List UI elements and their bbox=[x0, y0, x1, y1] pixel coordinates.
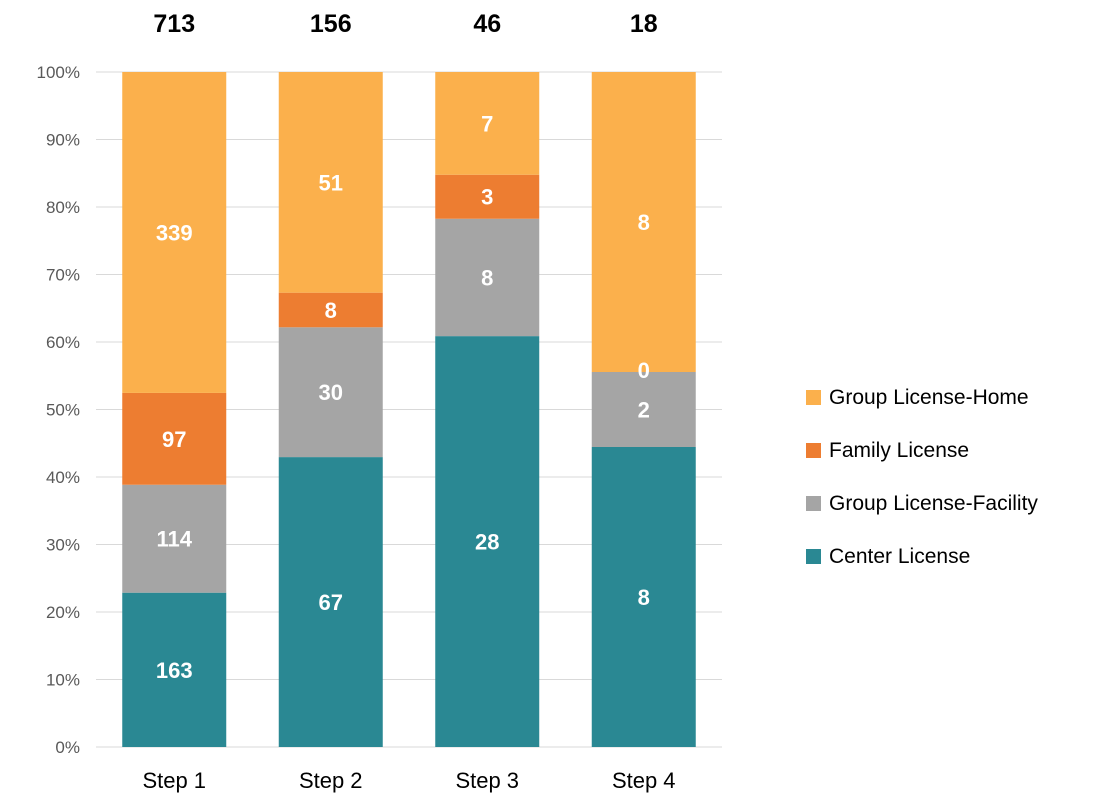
bar-segment bbox=[278, 327, 383, 458]
y-tick-label: 40% bbox=[46, 468, 80, 487]
bar-segment bbox=[591, 72, 696, 372]
bar-segment bbox=[122, 592, 227, 747]
data-label: 0 bbox=[638, 358, 650, 383]
legend-swatch bbox=[806, 443, 821, 458]
y-tick-label: 90% bbox=[46, 131, 80, 150]
data-label: 3 bbox=[481, 185, 493, 210]
bar-segment bbox=[435, 72, 540, 175]
y-tick-label: 70% bbox=[46, 266, 80, 285]
legend-swatch bbox=[806, 496, 821, 511]
data-label: 28 bbox=[475, 530, 499, 555]
data-label: 114 bbox=[157, 527, 193, 552]
data-label: 8 bbox=[481, 265, 493, 290]
total-label: 713 bbox=[153, 10, 195, 38]
data-label: 8 bbox=[638, 210, 650, 235]
data-label: 339 bbox=[156, 220, 193, 245]
bar-segment bbox=[278, 72, 383, 293]
data-label: 51 bbox=[319, 170, 343, 195]
legend-label: Center License bbox=[829, 545, 970, 568]
bar-segment bbox=[278, 292, 383, 328]
bar-segment bbox=[122, 392, 227, 485]
data-label: 2 bbox=[638, 398, 650, 423]
y-tick-label: 20% bbox=[46, 603, 80, 622]
legend-label: Family License bbox=[829, 439, 969, 462]
bars bbox=[122, 72, 696, 747]
data-label: 30 bbox=[319, 380, 343, 405]
data-label: 67 bbox=[319, 590, 343, 615]
bar-segment bbox=[591, 447, 696, 747]
bar-segment bbox=[278, 457, 383, 747]
legend-label: Group License-Facility bbox=[829, 492, 1038, 515]
bar-segment bbox=[122, 484, 227, 593]
data-label: 7 bbox=[481, 111, 493, 136]
category-labels: Step 1 Step 2 Step 3 Step 4 bbox=[142, 768, 675, 793]
y-tick-label: 50% bbox=[46, 401, 80, 420]
y-tick-label: 10% bbox=[46, 671, 80, 690]
legend-swatch bbox=[806, 390, 821, 405]
bar-segment bbox=[122, 72, 227, 393]
x-category-label: Step 3 bbox=[455, 768, 519, 793]
x-category-label: Step 2 bbox=[299, 768, 363, 793]
bar-segment bbox=[435, 174, 540, 219]
data-label: 163 bbox=[156, 658, 193, 683]
y-tick-label: 30% bbox=[46, 536, 80, 555]
bar-segment bbox=[435, 336, 540, 747]
legend: Group License-Home Family License Group Li… bbox=[806, 386, 1038, 568]
bar-segment bbox=[591, 372, 696, 447]
y-tick-label: 80% bbox=[46, 198, 80, 217]
total-label: 18 bbox=[630, 10, 658, 38]
legend-label: Group License-Home bbox=[829, 386, 1029, 409]
x-category-label: Step 4 bbox=[612, 768, 676, 793]
x-category-label: Step 1 bbox=[142, 768, 206, 793]
total-label: 156 bbox=[310, 10, 352, 38]
bar-segment bbox=[435, 218, 540, 337]
total-labels: 713 156 46 18 bbox=[153, 10, 657, 38]
y-axis-tick-labels: 0% 10% 20% 30% 40% 50% 60% 70% 80% 90% 100% bbox=[37, 63, 80, 757]
data-label: 8 bbox=[638, 585, 650, 610]
y-tick-label: 60% bbox=[46, 333, 80, 352]
y-tick-label: 0% bbox=[55, 738, 80, 757]
data-label: 8 bbox=[325, 298, 337, 323]
data-label: 97 bbox=[162, 427, 186, 452]
segment-data-labels: 163 114 97 339 67 30 8 51 28 8 3 7 8 2 0 8 bbox=[156, 111, 650, 682]
total-label: 46 bbox=[473, 10, 501, 38]
legend-swatch bbox=[806, 549, 821, 564]
y-tick-label: 100% bbox=[37, 63, 80, 82]
